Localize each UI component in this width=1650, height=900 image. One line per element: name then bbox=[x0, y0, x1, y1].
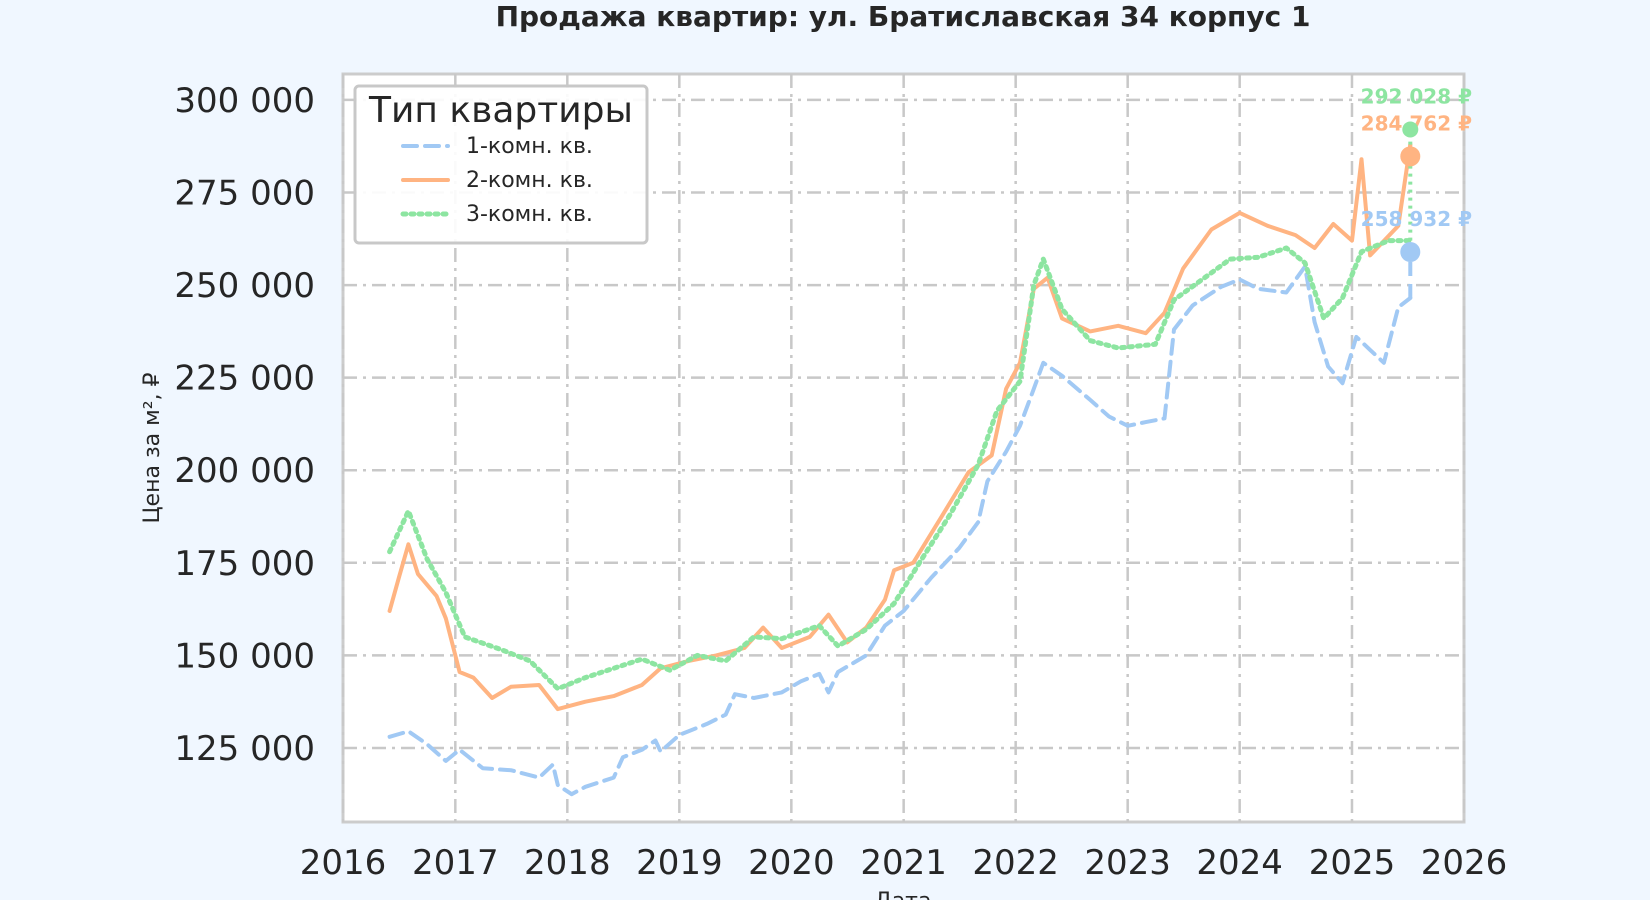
x-tick-label: 2024 bbox=[1196, 843, 1283, 883]
y-axis-ticks: 125 000 150 000 175 000 200 000 225 000 250 0… bbox=[174, 81, 315, 769]
x-tick-label: 2018 bbox=[524, 843, 611, 883]
series-end-marker bbox=[1400, 241, 1421, 262]
x-tick-label: 2016 bbox=[300, 843, 387, 883]
x-tick-label: 2019 bbox=[636, 843, 723, 883]
series-line-2 bbox=[387, 142, 1413, 712]
legend-title: Тип квартиры bbox=[368, 90, 633, 131]
y-tick-label: 200 000 bbox=[174, 451, 315, 491]
end-markers: 258 932 ₽284 762 ₽292 028 ₽ bbox=[1361, 84, 1472, 262]
x-tick-label: 2025 bbox=[1309, 843, 1396, 883]
y-tick-label: 175 000 bbox=[174, 544, 315, 584]
y-tick-label: 250 000 bbox=[174, 266, 315, 306]
series-line-1 bbox=[387, 264, 1413, 797]
y-tick-label: 275 000 bbox=[174, 173, 315, 213]
legend-entry-label: 3-комн. кв. bbox=[466, 202, 593, 227]
series-end-marker bbox=[1400, 146, 1421, 167]
x-axis-ticks: 2016 2017 2018 2019 2020 2021 2022 2023 2024 2025… bbox=[300, 843, 1508, 883]
y-tick-label: 300 000 bbox=[174, 81, 315, 121]
y-axis-label: Цена за м², ₽ bbox=[140, 372, 165, 523]
y-tick-label: 225 000 bbox=[174, 359, 315, 399]
y-tick-label: 150 000 bbox=[174, 636, 315, 676]
legend-box bbox=[353, 84, 649, 245]
legend: Тип квартиры 1-комн. кв. 2-комн. кв. 3-ком… bbox=[353, 84, 649, 245]
series-line-3 bbox=[387, 238, 1413, 692]
series-end-marker bbox=[1402, 121, 1419, 138]
legend-entry-label: 1-комн. кв. bbox=[466, 134, 593, 159]
x-axis-label: Дата bbox=[875, 889, 932, 900]
x-tick-label: 2026 bbox=[1421, 843, 1508, 883]
x-tick-label: 2017 bbox=[412, 843, 499, 883]
series-end-label: 292 028 ₽ bbox=[1361, 84, 1472, 108]
legend-items: 1-комн. кв. 2-комн. кв. 3-комн. кв. bbox=[400, 134, 593, 227]
x-tick-label: 2022 bbox=[972, 843, 1059, 883]
x-tick-label: 2021 bbox=[860, 843, 947, 883]
x-tick-label: 2020 bbox=[748, 843, 835, 883]
series-lines bbox=[387, 129, 1413, 797]
y-tick-label: 125 000 bbox=[174, 729, 315, 769]
legend-entry-label: 2-комн. кв. bbox=[466, 168, 593, 193]
x-tick-label: 2023 bbox=[1084, 843, 1171, 883]
chart-title: Продажа квартир: ул. Братиславская 34 ко… bbox=[496, 0, 1311, 33]
series-end-label: 258 932 ₽ bbox=[1361, 207, 1472, 231]
